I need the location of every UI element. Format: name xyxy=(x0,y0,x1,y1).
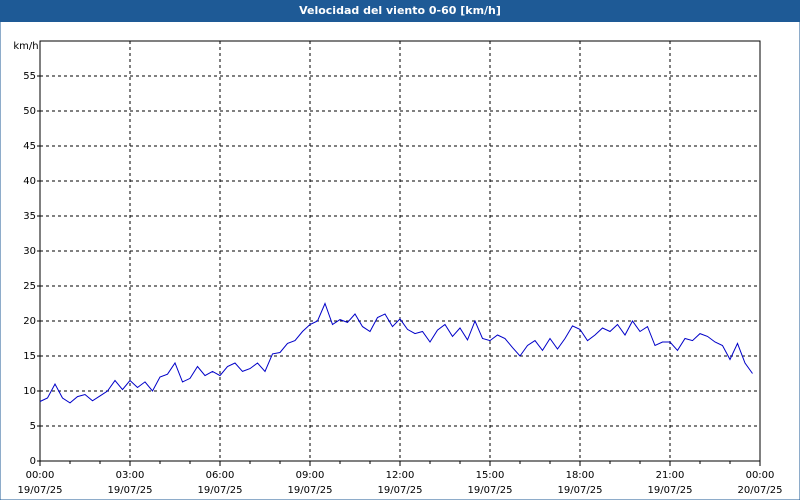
y-axis-label: km/h xyxy=(13,41,38,52)
x-tick-label: 00:00 xyxy=(746,470,775,481)
x-tick-date: 19/07/25 xyxy=(198,485,243,496)
x-tick-label: 12:00 xyxy=(386,470,415,481)
plot-border xyxy=(39,40,761,462)
y-tick-label: 40 xyxy=(23,176,36,187)
y-tick-label: 30 xyxy=(23,246,36,257)
data-line xyxy=(39,302,753,404)
x-tick-date: 19/07/25 xyxy=(558,485,603,496)
y-tick-label: 5 xyxy=(30,421,36,432)
y-tick-label: 0 xyxy=(30,456,36,467)
x-tick-label: 06:00 xyxy=(206,470,235,481)
x-tick-label: 00:00 xyxy=(26,470,55,481)
y-tick-label: 50 xyxy=(23,106,36,117)
x-tick-date: 19/07/25 xyxy=(378,485,423,496)
chart-title: Velocidad del viento 0-60 [km/h] xyxy=(299,4,501,17)
y-tick-label: 45 xyxy=(23,141,36,152)
x-tick-label: 09:00 xyxy=(296,470,325,481)
x-tick-date: 19/07/25 xyxy=(288,485,333,496)
x-tick-date: 19/07/25 xyxy=(18,485,63,496)
x-tick-label: 15:00 xyxy=(476,470,505,481)
y-tick-label: 35 xyxy=(23,211,36,222)
y-tick-label: 20 xyxy=(23,316,36,327)
y-tick-label: 55 xyxy=(23,71,36,82)
x-tick-date: 19/07/25 xyxy=(648,485,693,496)
x-tick-date: 20/07/25 xyxy=(738,485,783,496)
y-tick-label: 10 xyxy=(23,386,36,397)
x-tick-label: 03:00 xyxy=(116,470,145,481)
x-tick-label: 21:00 xyxy=(656,470,685,481)
x-tick-date: 19/07/25 xyxy=(108,485,153,496)
x-tick-label: 18:00 xyxy=(566,470,595,481)
y-tick-label: 15 xyxy=(23,351,36,362)
x-tick-date: 19/07/25 xyxy=(468,485,513,496)
y-tick-label: 25 xyxy=(23,281,36,292)
title-bar xyxy=(0,0,800,22)
